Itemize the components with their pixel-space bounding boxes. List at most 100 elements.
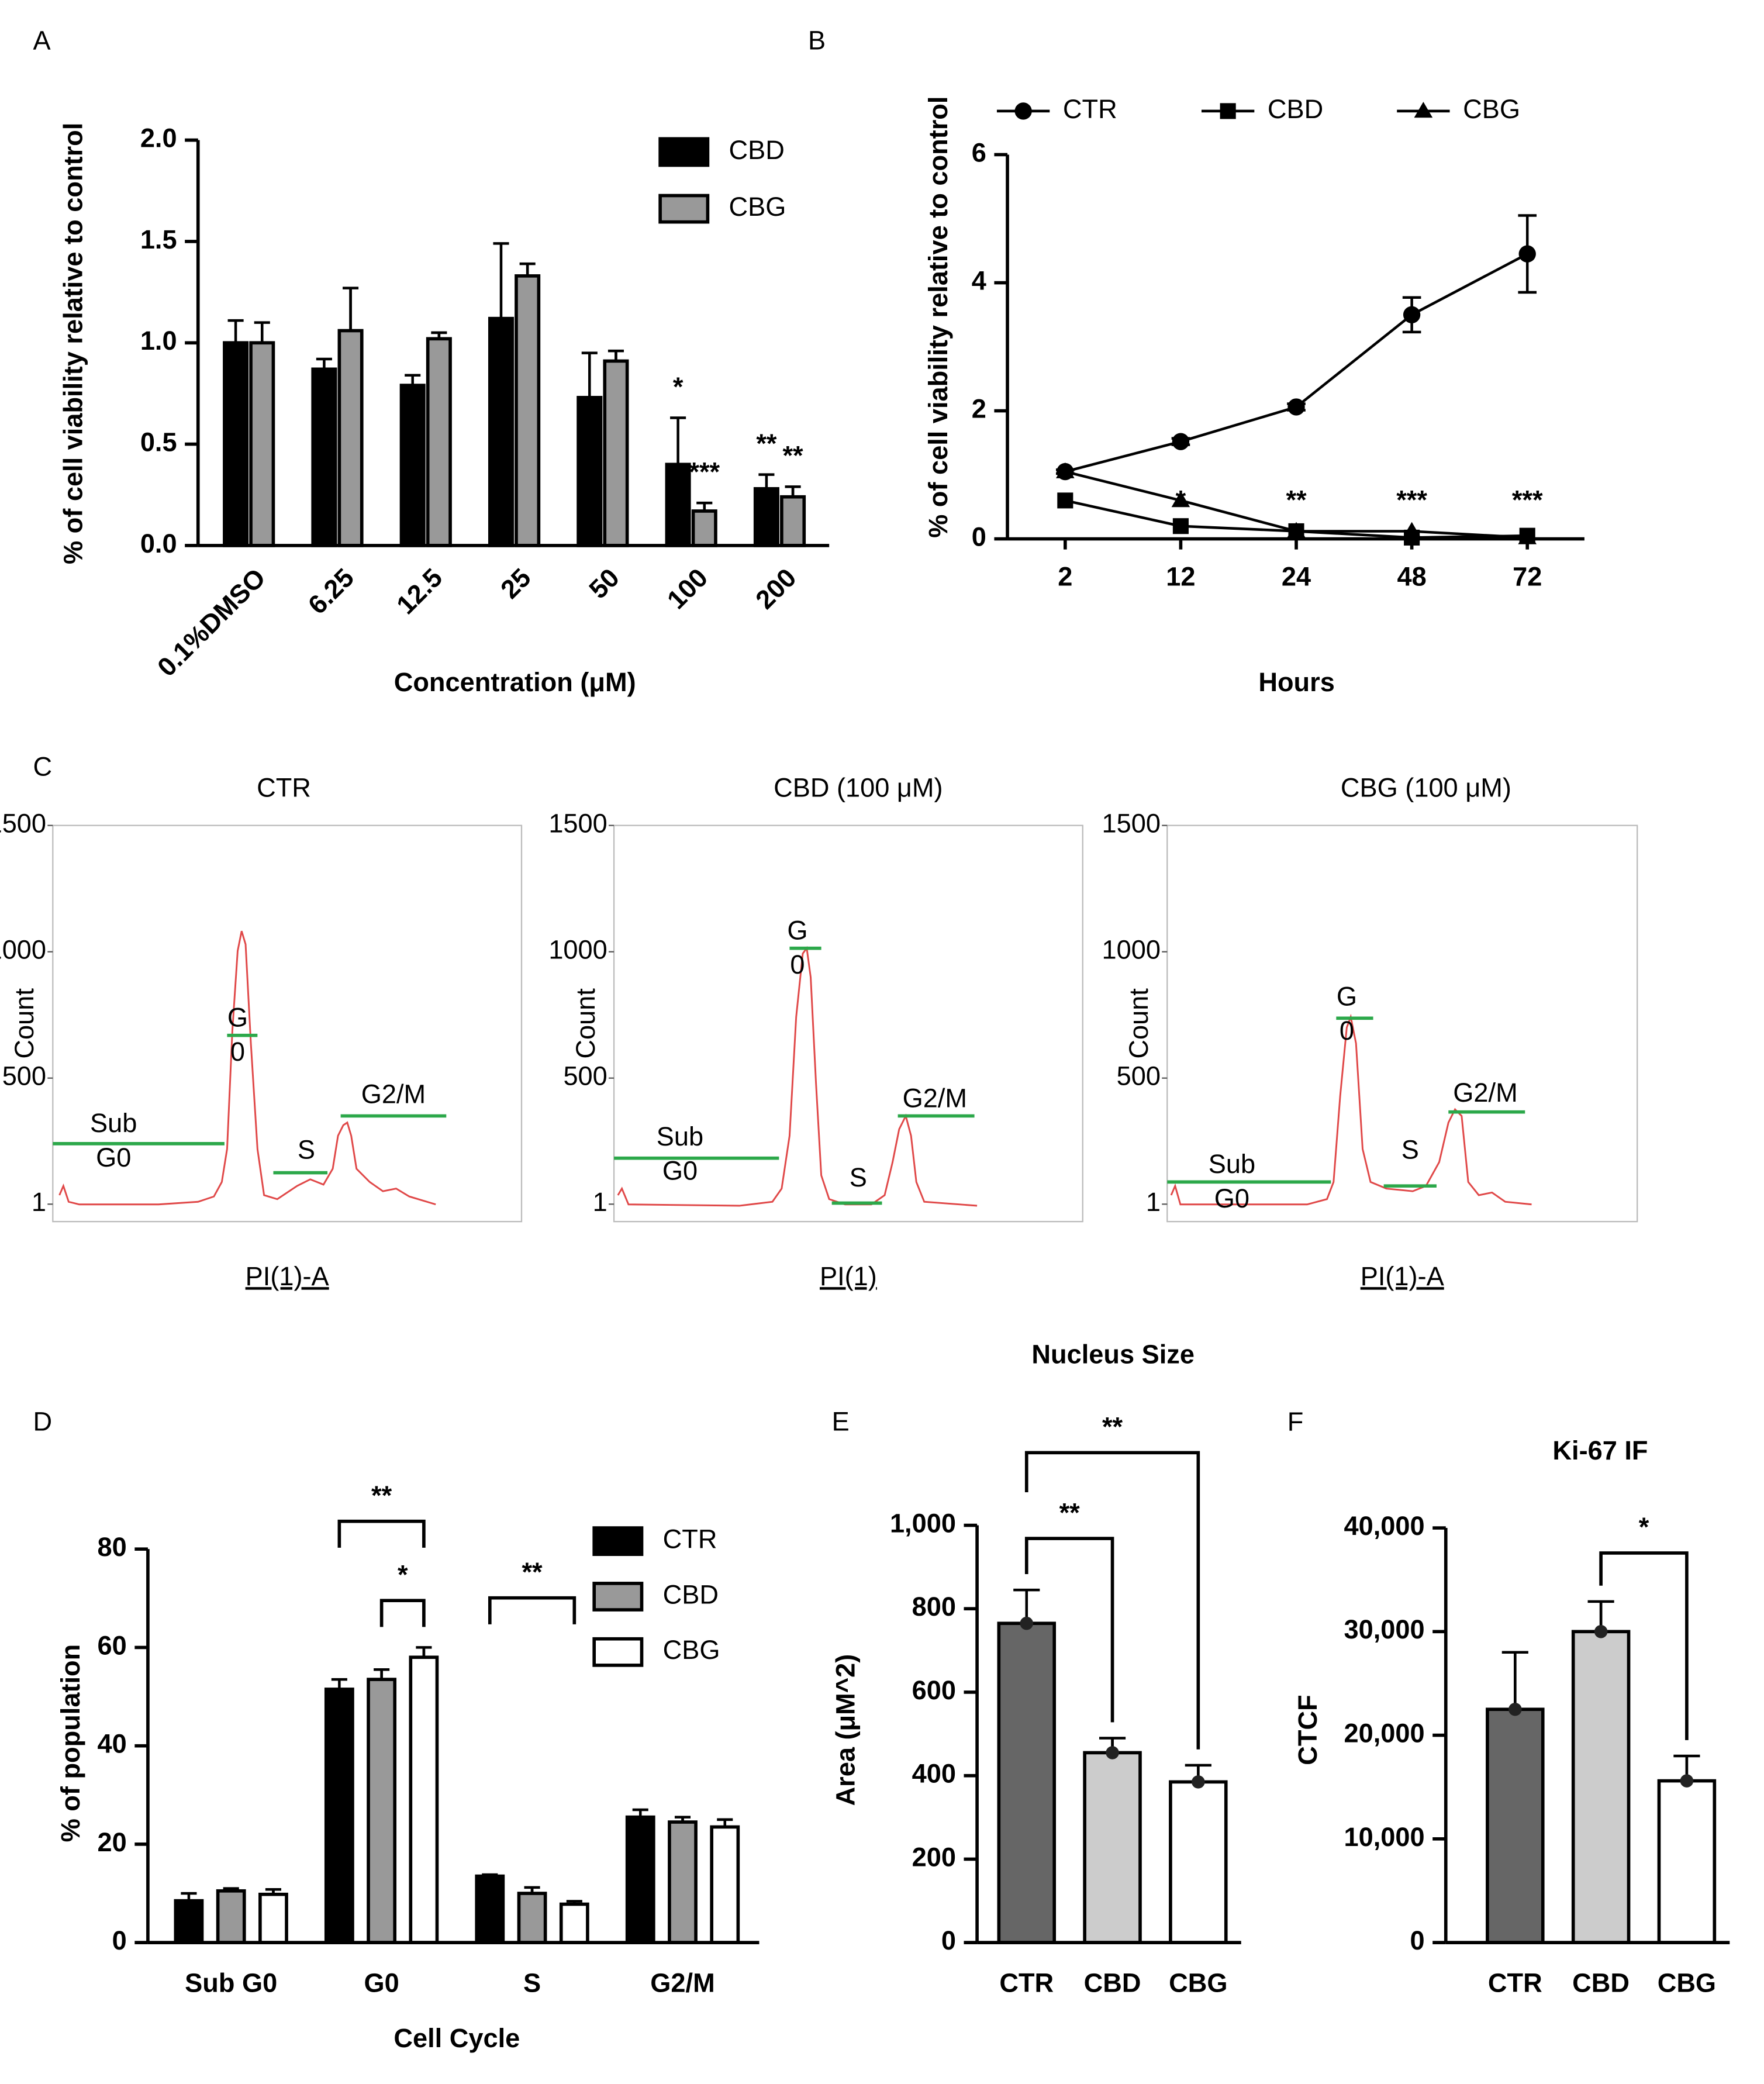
data-point	[1594, 1625, 1608, 1638]
x-tick-label: CBD	[1084, 1968, 1141, 1997]
y-tick-label: 0.5	[140, 427, 177, 457]
y-tick-label: 1	[1146, 1187, 1161, 1217]
panel-label: B	[808, 25, 826, 55]
x-axis-label: Concentration (μM)	[394, 667, 636, 697]
x-tick-label: CBG	[1169, 1968, 1227, 1997]
gate-label: G0	[662, 1155, 698, 1185]
chart-title: Nucleus Size	[1031, 1339, 1195, 1369]
gate-label: G2/M	[361, 1079, 426, 1109]
y-tick-label: 800	[912, 1592, 956, 1621]
y-tick-label: 80	[98, 1532, 127, 1562]
bar	[258, 1892, 288, 1944]
x-tick-label: G0	[364, 1968, 399, 1997]
legend-marker	[1414, 102, 1433, 118]
chart-title: CBG (100 μM)	[1341, 773, 1511, 803]
data-point	[1518, 245, 1536, 263]
significance-bracket	[379, 1599, 426, 1627]
data-point	[1402, 522, 1421, 538]
y-tick-label: 1.0	[140, 326, 177, 356]
bar	[475, 1874, 505, 1944]
y-tick-label: 60	[98, 1630, 127, 1660]
gate-label: G2/M	[903, 1083, 967, 1113]
y-tick-label: 30,000	[1344, 1614, 1425, 1644]
y-tick-label: 1	[32, 1187, 46, 1217]
gate-label: G0	[1214, 1184, 1249, 1213]
y-tick-label: 1	[593, 1187, 607, 1217]
legend-swatch	[658, 137, 710, 167]
bar	[603, 359, 629, 547]
gate-label: G2/M	[1453, 1078, 1517, 1107]
y-tick-label: 1000	[548, 935, 607, 965]
gate-label: S	[298, 1134, 315, 1164]
significance-bracket	[1024, 1451, 1200, 1750]
bar	[668, 1820, 698, 1944]
histogram-curve	[58, 930, 436, 1206]
data-point	[1518, 528, 1537, 544]
legend-label: CTR	[663, 1524, 717, 1554]
bar	[409, 1655, 439, 1944]
significance-label: *	[1176, 485, 1186, 515]
y-tick-label: 0	[941, 1926, 956, 1955]
significance-label: **	[756, 429, 777, 458]
histogram-curve	[1170, 1013, 1532, 1206]
x-axis-label: Cell Cycle	[393, 2023, 520, 2053]
panel-label: F	[1287, 1407, 1304, 1437]
panel-label: E	[832, 1407, 850, 1437]
y-axis-label: CTCF	[1293, 1695, 1323, 1765]
y-axis-label: % of cell viability relative to control	[58, 123, 88, 564]
y-axis-label: % of population	[56, 1644, 85, 1843]
x-tick-label: 2	[1058, 561, 1072, 591]
y-tick-label: 200	[912, 1842, 956, 1872]
panel-label: C	[33, 751, 52, 781]
gate-label: 0	[790, 950, 805, 979]
data-point	[1056, 462, 1075, 478]
x-tick-label: 24	[1282, 561, 1311, 591]
gate-label: G	[227, 1003, 248, 1033]
significance-label: **	[371, 1481, 392, 1510]
x-tick-label: S	[523, 1968, 541, 1997]
x-axis-label: PI(1)-A	[246, 1261, 330, 1291]
y-tick-label: 400	[912, 1759, 956, 1789]
y-tick-label: 500	[1117, 1061, 1161, 1091]
y-tick-label: 1.5	[140, 225, 177, 254]
legend-marker	[1014, 102, 1032, 120]
bar	[1486, 1707, 1545, 1944]
x-axis-label: PI(1)-A	[1361, 1261, 1445, 1291]
x-tick-label: CTR	[999, 1968, 1054, 1997]
data-point	[1403, 306, 1421, 323]
y-tick-label: 1500	[1102, 809, 1161, 839]
x-tick-label: CBD	[1572, 1968, 1630, 1997]
x-tick-label: 48	[1397, 561, 1426, 591]
gate-label: Sub	[657, 1122, 703, 1151]
histogram-curve	[617, 946, 978, 1207]
significance-bracket	[1024, 1537, 1114, 1723]
plot-frame	[1166, 824, 1638, 1223]
bar	[1657, 1779, 1717, 1944]
bar	[426, 337, 452, 547]
y-tick-label: 600	[912, 1675, 956, 1705]
bar	[997, 1621, 1057, 1944]
y-tick-label: 40	[98, 1729, 127, 1759]
data-point	[1680, 1774, 1694, 1788]
bar	[1571, 1630, 1631, 1944]
y-tick-label: 1500	[548, 809, 607, 839]
gate-label: G	[787, 915, 807, 945]
significance-bracket	[488, 1596, 577, 1624]
legend-swatch	[592, 1582, 644, 1612]
bar	[174, 1899, 204, 1944]
data-point	[1287, 522, 1306, 538]
gate-label: S	[850, 1162, 867, 1192]
bar	[216, 1889, 246, 1944]
bar	[311, 367, 337, 547]
significance-label: *	[398, 1560, 408, 1590]
significance-label: ***	[689, 457, 720, 487]
x-tick-label: G2/M	[650, 1968, 714, 1997]
significance-label: **	[1059, 1498, 1081, 1527]
y-tick-label: 2	[972, 394, 986, 423]
significance-label: ***	[1396, 485, 1427, 515]
gate-label: S	[1401, 1134, 1419, 1164]
panel-label: D	[33, 1407, 52, 1437]
y-axis-label: Count	[9, 988, 39, 1059]
